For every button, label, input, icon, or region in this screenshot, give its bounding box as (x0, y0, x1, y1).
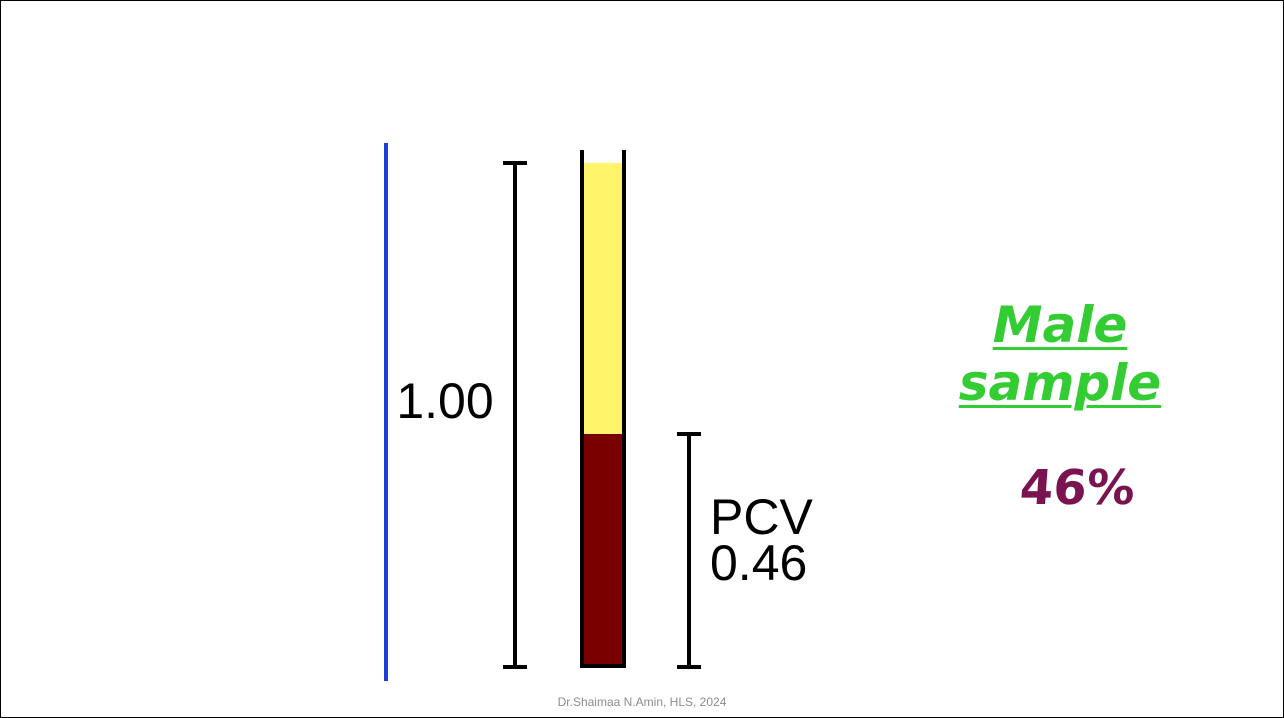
test-tube (580, 150, 626, 668)
footer-credit: Dr.Shaimaa N.Amin, HLS, 2024 (557, 695, 727, 709)
handwritten-percentage: 46% (1018, 460, 1137, 516)
total-volume-label: 1.00 (396, 373, 493, 429)
plasma-layer (583, 163, 623, 434)
heading-male: Male (992, 296, 1128, 354)
sample-heading: Male sample (930, 296, 1190, 412)
heading-sample: sample (958, 354, 1162, 412)
pcv-value-label: 0.46 (710, 535, 807, 591)
total-scale-bar (503, 161, 527, 669)
pcv-scale-bar (677, 432, 701, 669)
packed-red-cells-layer (583, 434, 623, 665)
left-blue-rule (384, 143, 388, 681)
pcv-label: PCV (710, 489, 813, 545)
